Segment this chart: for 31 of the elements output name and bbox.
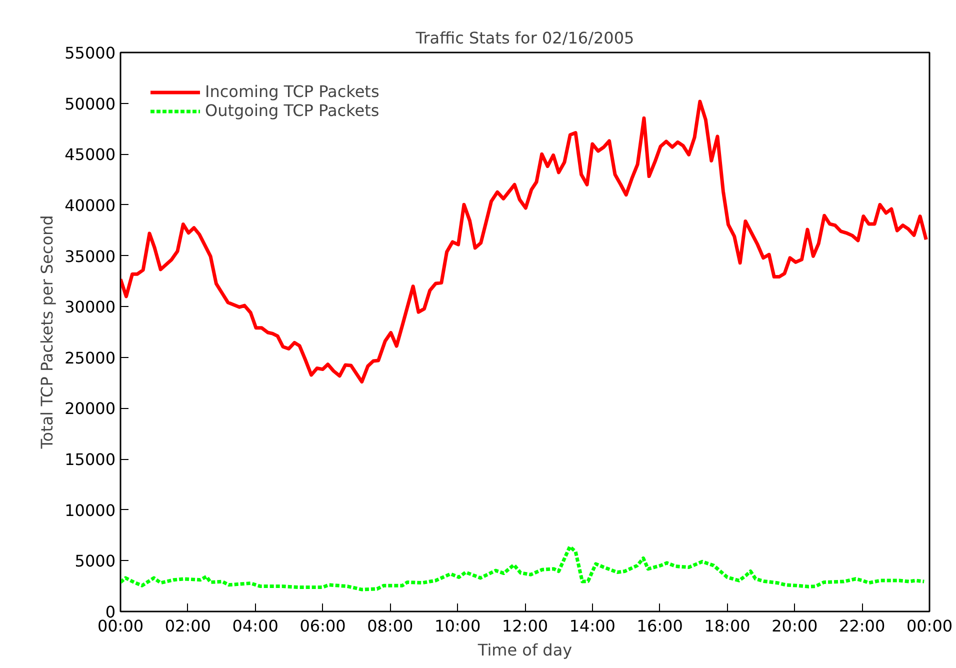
x-tick-label: 18:00 [704,616,750,636]
x-tick-label: 02:00 [164,616,211,636]
y-tick-label: 5000 [74,552,116,571]
legend-label: Incoming TCP Packets [205,82,380,101]
x-tick-label: 10:00 [434,616,481,636]
y-axis-title: Total TCP Packets per Second [38,215,57,450]
y-tick-label: 50000 [64,94,116,114]
x-tick-label: 06:00 [300,616,346,636]
chart-title: Traffic Stats for 02/16/2005 [414,28,634,48]
line-series [120,100,928,384]
x-tick-label: 14:00 [569,616,616,636]
y-tick-label: 35000 [64,246,116,266]
y-tick-label: 55000 [64,44,116,62]
y-tick-label: 30000 [64,298,116,317]
y-tick-label: 20000 [64,399,116,418]
x-tick-label: 08:00 [367,616,414,636]
y-tick-label: 45000 [64,145,116,164]
x-tick-label: 12:00 [502,616,548,636]
x-tick-label: 16:00 [636,616,683,636]
x-tick-label: 00:00 [906,616,953,636]
line-series [120,544,926,592]
legend-label: Outgoing TCP Packets [205,101,380,120]
x-tick-label: 20:00 [772,616,818,636]
x-tick-label: 04:00 [232,616,278,636]
y-tick-label: 40000 [64,196,116,215]
y-tick-label: 15000 [64,450,116,470]
y-tick-label: 25000 [64,348,116,368]
x-tick-label: 00:00 [97,616,144,636]
x-tick-label: 22:00 [839,616,886,636]
y-tick-label: 10000 [64,500,116,520]
x-axis-title: Time of day [476,640,572,660]
